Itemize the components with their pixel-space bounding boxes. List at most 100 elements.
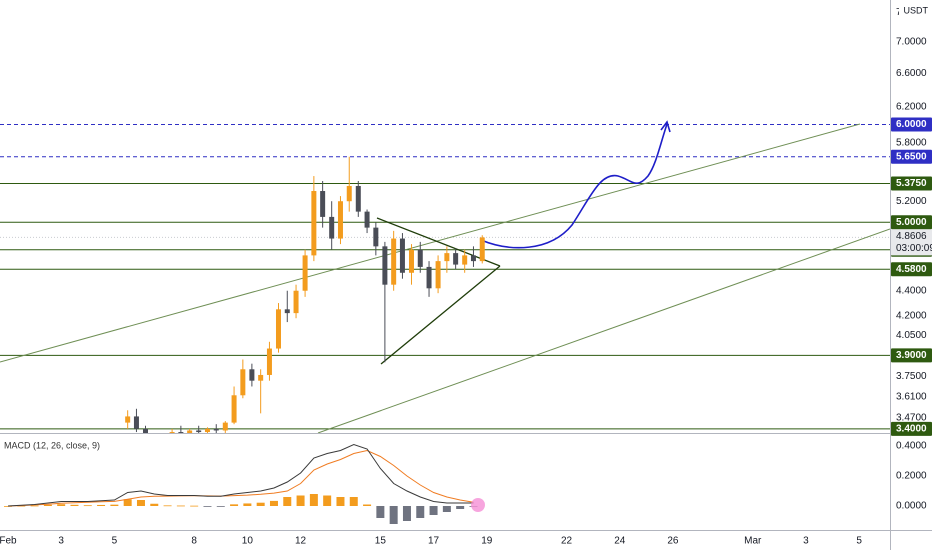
histogram-bar: [150, 503, 159, 506]
candle-body: [479, 237, 485, 262]
histogram-bar: [456, 506, 465, 509]
y-tick-label: 3.7500: [896, 371, 927, 382]
y-tick-label: 6.6000: [896, 68, 927, 79]
x-tick-label: 26: [667, 536, 679, 547]
candle-body: [231, 395, 237, 423]
currency-bg: [899, 3, 929, 18]
level-label-bg: [891, 149, 932, 164]
histogram-bar: [402, 506, 411, 521]
histogram-bar: [97, 504, 106, 506]
candle-body: [204, 428, 210, 433]
histogram-bar: [442, 506, 451, 512]
macd-tick-label: 0.2000: [896, 471, 927, 482]
level-label: 6.0000: [896, 119, 927, 130]
histogram-bar: [363, 504, 372, 506]
candle-body: [311, 191, 317, 256]
histogram-bar: [389, 506, 398, 524]
candle-body: [435, 261, 441, 289]
histogram-bar: [163, 505, 172, 507]
histogram-bar: [190, 505, 199, 507]
macd-tick-label: 0.4000: [896, 441, 927, 452]
signal-line: [7, 449, 474, 507]
histogram-bar: [30, 505, 39, 507]
histogram-bar: [57, 504, 66, 506]
x-tick-label: 19: [481, 536, 493, 547]
x-tick-label: 24: [614, 536, 626, 547]
y-tick-label: 5.8000: [896, 137, 927, 148]
level-label-bg: [891, 348, 932, 363]
level-label-bg: [891, 215, 932, 230]
histogram-bar: [110, 504, 119, 506]
candle-body: [391, 238, 397, 285]
y-tick-label: 4.2000: [896, 310, 927, 321]
macd-tick-label: 0.0000: [896, 501, 927, 512]
candle-body: [408, 249, 414, 273]
candle-body: [169, 432, 175, 433]
x-tick-label: Mar: [744, 536, 762, 547]
x-tick-label: 3: [58, 536, 64, 547]
level-label: 5.0000: [896, 217, 927, 228]
x-tick-label: 22: [561, 536, 573, 547]
histogram-bar: [323, 495, 332, 506]
histogram-bar: [43, 504, 52, 506]
candle-body: [426, 266, 432, 289]
level-label-bg: [891, 421, 932, 436]
histogram-bar: [230, 504, 239, 506]
level-label-bg: [891, 262, 932, 277]
candle-body: [284, 309, 290, 314]
histogram-bar: [376, 506, 385, 518]
candle-body: [142, 428, 148, 433]
histogram-bar: [216, 506, 225, 507]
histogram-bar: [296, 495, 305, 506]
y-tick-label: 5.2000: [896, 196, 927, 207]
histogram-bar: [83, 505, 92, 507]
projection-arrow: [660, 120, 671, 133]
level-label: 5.3750: [896, 178, 927, 189]
projection-curve: [480, 123, 668, 249]
candle-body: [275, 309, 281, 349]
candle-body: [329, 216, 335, 239]
candle-body: [364, 211, 370, 228]
x-tick-label: 15: [375, 536, 387, 547]
candle-body: [453, 253, 459, 265]
histogram-bar: [136, 500, 145, 506]
histogram-bar: [176, 505, 185, 507]
y-tick-label: 6.2000: [896, 102, 927, 113]
x-tick-label: 12: [295, 536, 307, 547]
histogram-bar: [309, 494, 318, 506]
channel-lower: [317, 228, 890, 433]
x-tick-label: 10: [242, 536, 254, 547]
candle-body: [302, 255, 308, 291]
x-tick-label: 3: [803, 536, 809, 547]
currency: USDT: [904, 5, 929, 15]
macd-layer: [3, 443, 478, 524]
candle-body: [470, 255, 476, 262]
histogram-bar: [349, 497, 358, 506]
highlight-circle: [471, 498, 485, 512]
candle-body: [399, 238, 405, 273]
countdown-label: 03:00:09: [896, 243, 932, 254]
candle-body: [337, 201, 343, 239]
drawings: [0, 120, 890, 433]
histogram-bar: [416, 506, 425, 518]
histogram-bar: [123, 499, 132, 506]
x-tick-label: Feb: [0, 536, 17, 547]
candle-body: [444, 253, 450, 262]
y-tick-label: 7.0000: [896, 37, 927, 48]
last-price-bg: [891, 229, 932, 256]
channel-upper: [0, 123, 861, 363]
level-layer: [0, 124, 890, 430]
histogram-bar: [70, 504, 79, 506]
candle-body: [213, 428, 219, 431]
candle-body: [382, 246, 388, 285]
histogram-bar: [269, 500, 278, 506]
x-tick-label: 17: [428, 536, 440, 547]
candle-body: [373, 227, 379, 247]
candle-body: [417, 249, 423, 267]
histogram-bar: [283, 497, 292, 506]
level-label: 5.6500: [896, 151, 927, 162]
y-tick-label: 3.4700: [896, 413, 927, 424]
macd-title: MACD (12, 26, close, 9): [4, 440, 100, 450]
